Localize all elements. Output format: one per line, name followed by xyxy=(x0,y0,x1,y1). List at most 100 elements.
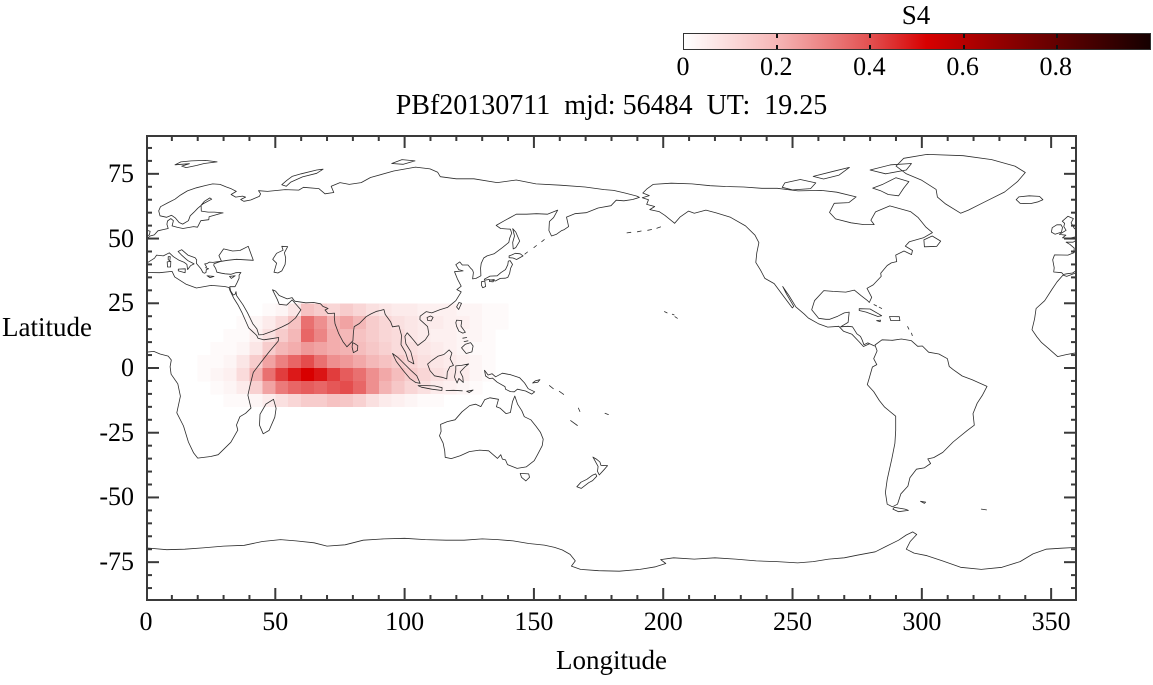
heatmap-cell xyxy=(469,380,483,395)
coastline xyxy=(508,252,524,260)
coastline xyxy=(455,319,466,334)
heatmap-cell xyxy=(223,342,237,356)
coastline xyxy=(866,338,988,508)
heatmap-cell xyxy=(456,355,470,369)
heatmap-cell xyxy=(352,393,367,408)
heatmap-cell xyxy=(314,368,328,382)
heatmap-cell xyxy=(365,380,380,395)
heatmap-cell xyxy=(391,393,406,408)
coastline xyxy=(878,306,883,309)
heatmap-cell xyxy=(262,329,276,343)
heatmap-cell xyxy=(430,355,444,369)
colorbar-tick-label: 0.8 xyxy=(1039,52,1073,81)
x-tick-label: 0 xyxy=(139,607,153,636)
heatmap-cell xyxy=(365,316,380,330)
colorbar-tick xyxy=(869,34,872,38)
colorbar-tick xyxy=(1055,34,1058,38)
heatmap-cell xyxy=(482,355,496,369)
heatmap-cell xyxy=(249,355,263,369)
heatmap-cell xyxy=(430,329,444,343)
coastline xyxy=(281,168,324,187)
heatmap-cell xyxy=(262,380,276,395)
heatmap-cell xyxy=(275,368,289,382)
heatmap-cell xyxy=(365,303,380,317)
heatmap-cell xyxy=(288,355,302,369)
heatmap-cell xyxy=(236,368,250,382)
coastline xyxy=(980,508,987,511)
heatmap-cell xyxy=(417,329,431,343)
heatmap-cell xyxy=(275,342,289,356)
coastline xyxy=(641,182,933,347)
heatmap-cell xyxy=(469,355,483,369)
heatmap-cell xyxy=(495,316,509,330)
heatmap-cell xyxy=(482,342,496,356)
heatmap-cell xyxy=(339,342,354,356)
heatmap-cell xyxy=(404,303,418,317)
heatmap-cell xyxy=(301,329,315,343)
y-tick-label: 50 xyxy=(108,223,134,253)
heatmap-cell xyxy=(275,329,289,343)
heatmap-cell xyxy=(430,380,444,395)
heatmap-cell xyxy=(197,355,212,369)
coastline xyxy=(604,412,609,415)
heatmap-cell xyxy=(314,316,328,330)
heatmap-cell xyxy=(327,342,341,356)
heatmap-cell xyxy=(391,368,406,382)
coastline xyxy=(218,245,254,262)
heatmap-cell xyxy=(262,316,276,330)
coastline xyxy=(895,154,1026,214)
coastline xyxy=(923,235,942,248)
heatmap-cell xyxy=(327,329,341,343)
heatmap-cell xyxy=(314,342,328,356)
coastline xyxy=(392,353,421,384)
coastline xyxy=(533,245,537,248)
heatmap-cell xyxy=(327,316,341,330)
heatmap-cell xyxy=(365,355,380,369)
heatmap-cell xyxy=(249,368,263,382)
heatmap-cell xyxy=(249,329,263,343)
coastline xyxy=(454,363,470,384)
colorbar-tick xyxy=(1055,45,1058,49)
heatmap-cell xyxy=(288,303,302,317)
heatmap-cell xyxy=(249,342,263,356)
colorbar-gradient xyxy=(684,34,1150,49)
heatmap-cell xyxy=(417,342,431,356)
coastline xyxy=(463,340,469,342)
coastline xyxy=(439,395,544,469)
heatmap-cell xyxy=(327,303,341,317)
heatmap-cell xyxy=(391,303,406,317)
coastline xyxy=(671,313,675,316)
heatmap-cell xyxy=(275,316,289,330)
heatmap-cell xyxy=(391,316,406,330)
x-tick-label: 50 xyxy=(262,607,289,636)
heatmap-cell xyxy=(288,368,302,382)
heatmap-cell xyxy=(275,355,289,369)
heatmap-cell xyxy=(482,329,496,343)
heatmap-cell xyxy=(262,303,276,317)
coastline xyxy=(174,160,218,168)
heatmap-cell xyxy=(210,368,224,382)
heatmap-cell xyxy=(417,368,431,382)
heatmap-cell xyxy=(456,329,470,343)
heatmap-cell xyxy=(301,393,315,408)
coastline xyxy=(1059,215,1077,239)
heatmap-cell xyxy=(430,342,444,356)
colorbar-tick-label: 0.6 xyxy=(946,52,979,81)
heatmap-cell xyxy=(378,329,393,343)
coastline xyxy=(647,229,652,231)
heatmap-cell xyxy=(469,329,483,343)
heatmap-cell xyxy=(404,368,418,382)
coastline xyxy=(869,163,912,175)
colorbar xyxy=(683,33,1151,50)
coastline xyxy=(1051,224,1063,235)
heatmap-cell xyxy=(365,393,380,408)
coastline xyxy=(177,268,186,274)
coastline xyxy=(259,398,277,435)
colorbar-tick xyxy=(869,45,872,49)
heatmap-cell xyxy=(391,355,406,369)
heatmap-cell xyxy=(210,380,224,395)
heatmap-cell xyxy=(275,303,289,317)
coastline xyxy=(674,316,678,319)
heatmap-cell xyxy=(301,316,315,330)
heatmap-cell xyxy=(223,393,237,408)
